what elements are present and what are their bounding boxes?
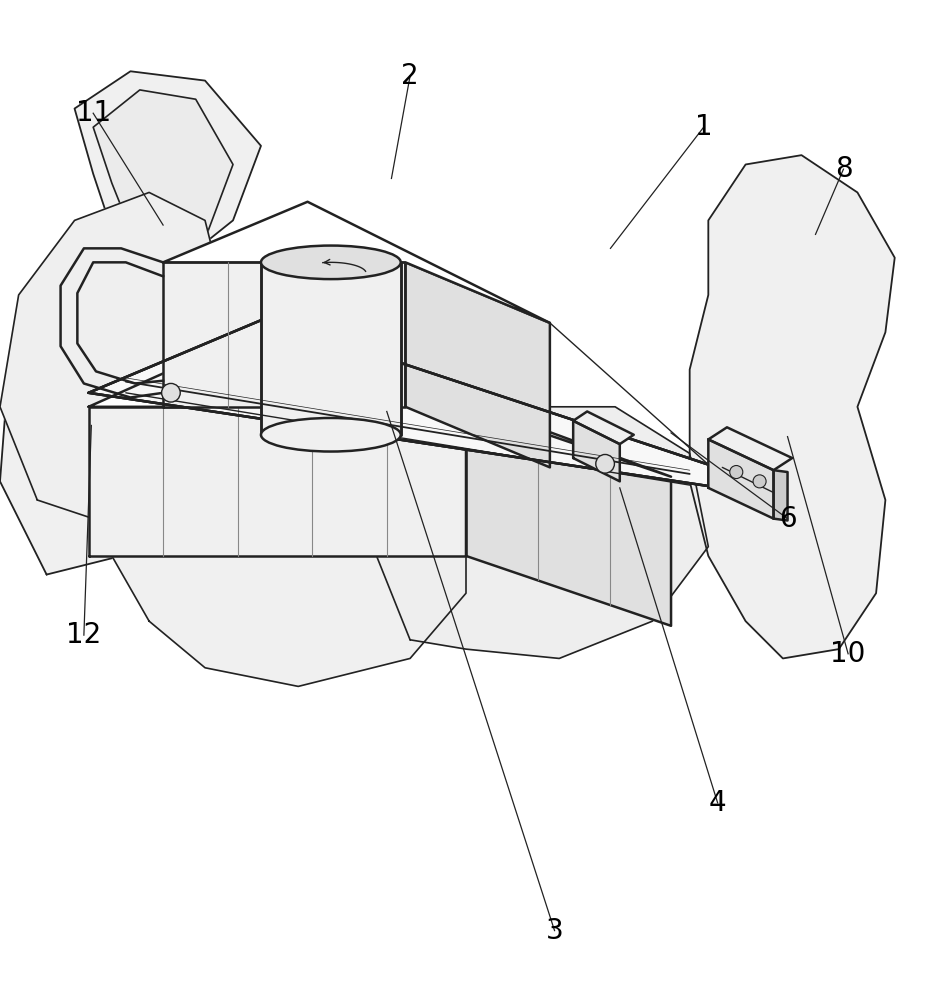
Text: 10: 10 bbox=[830, 640, 866, 668]
Text: 11: 11 bbox=[75, 99, 111, 127]
Circle shape bbox=[161, 383, 180, 402]
Circle shape bbox=[596, 454, 614, 473]
Polygon shape bbox=[89, 328, 671, 477]
Text: 1: 1 bbox=[695, 113, 712, 141]
Polygon shape bbox=[0, 71, 261, 575]
Circle shape bbox=[730, 466, 743, 479]
Polygon shape bbox=[573, 421, 620, 481]
Polygon shape bbox=[0, 192, 224, 519]
Polygon shape bbox=[89, 407, 466, 556]
Text: 6: 6 bbox=[779, 505, 796, 533]
Polygon shape bbox=[708, 427, 792, 470]
Polygon shape bbox=[466, 407, 671, 626]
Polygon shape bbox=[373, 407, 708, 658]
Ellipse shape bbox=[261, 246, 401, 279]
Text: 8: 8 bbox=[835, 155, 852, 183]
Polygon shape bbox=[690, 155, 895, 658]
Polygon shape bbox=[163, 262, 405, 407]
Circle shape bbox=[753, 475, 766, 488]
Text: 3: 3 bbox=[545, 917, 564, 945]
Polygon shape bbox=[573, 411, 634, 444]
Polygon shape bbox=[163, 202, 550, 323]
Polygon shape bbox=[261, 262, 401, 435]
Polygon shape bbox=[37, 90, 233, 500]
Polygon shape bbox=[708, 439, 774, 519]
Text: 12: 12 bbox=[66, 621, 102, 649]
Polygon shape bbox=[89, 318, 708, 486]
Polygon shape bbox=[774, 470, 788, 521]
Text: 4: 4 bbox=[709, 789, 726, 817]
Text: 2: 2 bbox=[402, 62, 418, 90]
Polygon shape bbox=[112, 388, 466, 686]
Polygon shape bbox=[405, 262, 550, 467]
Ellipse shape bbox=[261, 418, 401, 452]
